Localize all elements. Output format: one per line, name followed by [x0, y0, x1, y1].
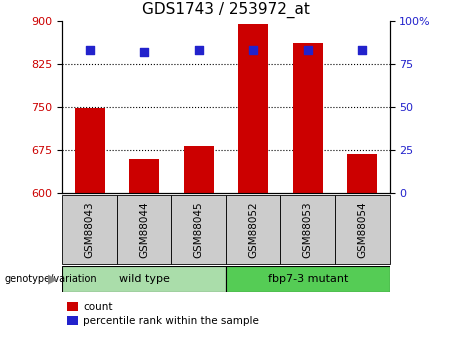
Text: GSM88045: GSM88045 [194, 201, 204, 258]
Text: GSM88053: GSM88053 [303, 201, 313, 258]
Bar [347, 154, 377, 193]
Title: GDS1743 / 253972_at: GDS1743 / 253972_at [142, 2, 310, 18]
Point [86, 47, 93, 53]
Text: GSM88052: GSM88052 [248, 201, 258, 258]
Bar [280, 195, 335, 264]
Bar [226, 266, 390, 292]
Bar [117, 195, 171, 264]
Bar [62, 266, 226, 292]
Bar [238, 23, 268, 193]
Bar [293, 42, 323, 193]
Point [195, 47, 202, 53]
Bar [183, 146, 213, 193]
Legend: count, percentile rank within the sample: count, percentile rank within the sample [67, 302, 259, 326]
Text: genotype/variation: genotype/variation [5, 274, 97, 284]
Bar [75, 108, 105, 193]
Point [304, 47, 311, 53]
Point [249, 47, 257, 53]
Bar [171, 195, 226, 264]
Bar [62, 195, 117, 264]
Text: GSM88054: GSM88054 [357, 201, 367, 258]
Text: GSM88044: GSM88044 [139, 201, 149, 258]
Text: GSM88043: GSM88043 [84, 201, 95, 258]
Point [140, 49, 148, 55]
Bar [335, 195, 390, 264]
Text: fbp7-3 mutant: fbp7-3 mutant [267, 274, 348, 284]
Text: ▶: ▶ [48, 272, 58, 285]
Text: wild type: wild type [118, 274, 170, 284]
Point [359, 47, 366, 53]
Bar [226, 195, 280, 264]
Bar [129, 159, 159, 193]
